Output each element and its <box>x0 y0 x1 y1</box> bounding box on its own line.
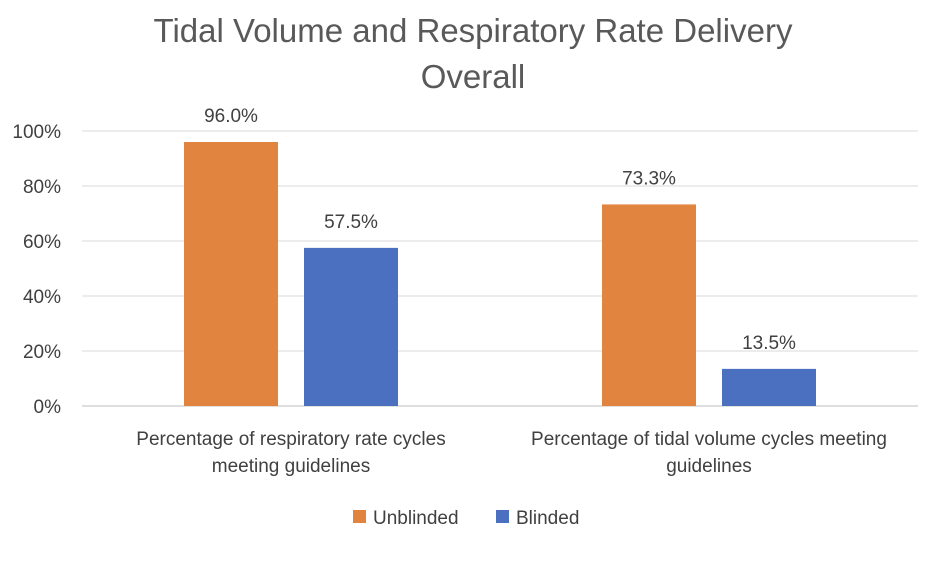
bar-blinded-1 <box>304 247 398 406</box>
data-label: 73.3% <box>622 168 676 189</box>
chart-title-line: Overall <box>421 58 526 95</box>
bar-unblinded-1 <box>184 142 278 406</box>
y-tick-label: 0% <box>34 397 62 418</box>
x-category-label: Percentage of tidal volume cycles meetin… <box>531 429 887 450</box>
y-tick-label: 60% <box>23 232 61 253</box>
bars <box>184 142 816 406</box>
legend-label: Unblinded <box>373 508 459 529</box>
legend-swatch-unblinded <box>353 510 366 523</box>
x-axis-categories: Percentage of respiratory rate cycles mee… <box>136 429 887 477</box>
data-labels: 96.0% 57.5% 73.3% 13.5% <box>204 106 796 354</box>
y-axis-ticks: 0% 20% 40% 60% 80% 100% <box>12 122 61 418</box>
y-tick-label: 40% <box>23 287 61 308</box>
data-label: 57.5% <box>324 212 378 233</box>
bar-blinded-2 <box>722 368 816 406</box>
y-tick-label: 100% <box>12 122 61 143</box>
data-label: 96.0% <box>204 106 258 127</box>
x-category-label: Percentage of respiratory rate cycles <box>136 429 445 450</box>
bar-unblinded-2 <box>602 204 696 406</box>
legend-swatch-blinded <box>496 510 509 523</box>
legend: Unblinded Blinded <box>353 508 579 529</box>
legend-label: Blinded <box>516 508 579 529</box>
data-label: 13.5% <box>742 333 796 354</box>
chart-title-line: Tidal Volume and Respiratory Rate Delive… <box>154 12 793 49</box>
chart-title: Tidal Volume and Respiratory Rate Delive… <box>154 12 793 95</box>
x-category-label: guidelines <box>666 456 752 477</box>
y-tick-label: 20% <box>23 342 61 363</box>
y-tick-label: 80% <box>23 177 61 198</box>
x-category-label: meeting guidelines <box>212 456 370 477</box>
